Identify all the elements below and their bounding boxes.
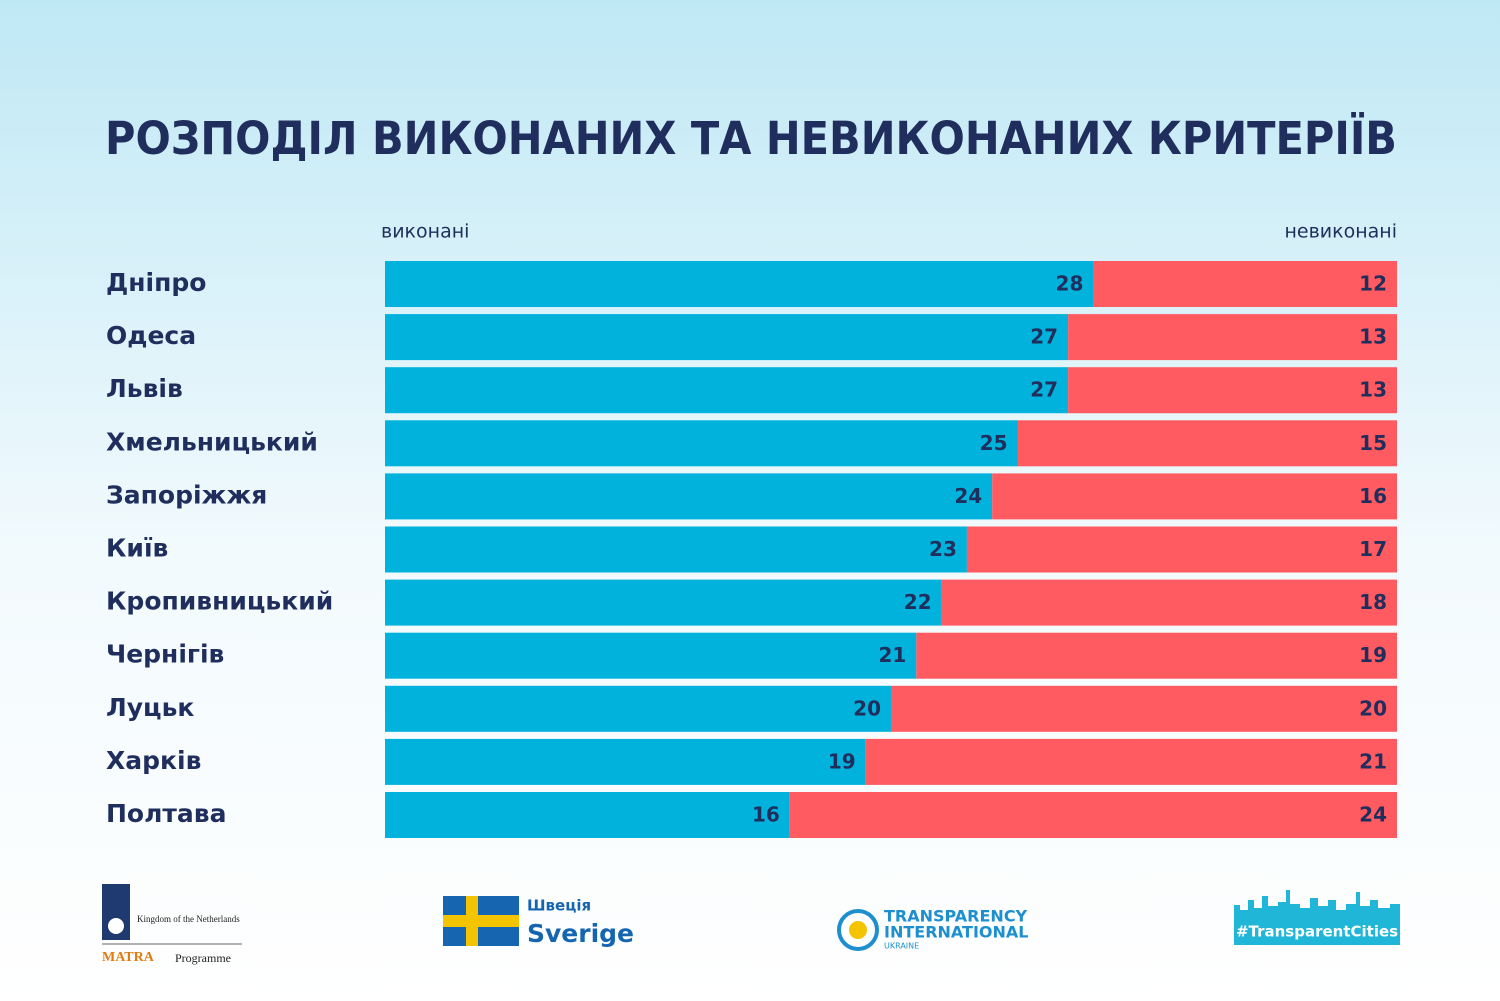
y-tick-label: Кропивницький [106,587,333,616]
bar-segment [966,526,1397,573]
value-label: 12 [1359,272,1387,296]
bar-segment [789,792,1397,838]
value-label: 20 [1359,696,1387,720]
bar-segment [385,314,1069,361]
logo-text: UKRAINE [884,942,919,951]
value-label: 24 [954,484,982,508]
logo-text: Kingdom of the Netherlands [137,914,240,924]
bar-segment [916,632,1397,679]
logo-text: Sverige [527,919,634,948]
legend-label: невиконані [1284,221,1397,243]
bar-segment [865,738,1397,785]
logo-sweden: Швеція Sverige [443,896,634,948]
logo-shape [849,921,867,939]
logo-text: TRANSPARENCY [884,907,1028,926]
value-label: 27 [1030,325,1058,349]
value-label: 25 [980,431,1008,455]
skyline [1234,890,1400,918]
bar-segment [385,420,1018,467]
bar-segment [385,579,942,626]
y-tick-label: Луцьк [106,693,194,722]
y-tick-label: Полтава [106,799,226,828]
value-label: 28 [1056,272,1084,296]
y-tick-label: Запоріжжя [106,480,267,509]
y-tick-label: Дніпро [106,268,206,297]
y-tick-label: Хмельницький [106,427,318,456]
bar-segment [1068,367,1397,414]
bar-segment [385,685,891,732]
bar-segment [992,473,1397,520]
bar-segment [385,526,967,573]
logo-netherlands: Kingdom of the Netherlands MATRA Program… [102,884,242,965]
value-label: 18 [1359,590,1387,614]
bar-segment [385,632,917,679]
value-label: 24 [1359,803,1387,827]
flag [443,915,519,927]
value-label: 19 [1359,643,1387,667]
bar-segment [941,579,1397,626]
bar-segment [385,261,1094,307]
bar-segment [1093,261,1397,307]
value-label: 16 [752,803,780,827]
value-label: 15 [1359,431,1387,455]
bar-segment [1068,314,1397,361]
y-tick-label: Харків [106,746,201,775]
logo-box [1234,918,1400,945]
chart-title: РОЗПОДІЛ ВИКОНАНИХ ТА НЕВИКОНАНИХ КРИТЕР… [105,112,1397,165]
y-tick-label: Львів [106,374,183,403]
value-label: 19 [828,749,856,773]
value-label: 22 [904,590,932,614]
y-tick-label: Чернігів [106,640,224,669]
value-label: 13 [1359,325,1387,349]
value-label: 23 [929,537,957,561]
value-label: 13 [1359,378,1387,402]
logo-transparency: TRANSPARENCY INTERNATIONAL UKRAINE [837,907,1028,951]
bar-segment [385,367,1069,414]
value-label: 17 [1359,537,1387,561]
value-label: 21 [1359,749,1387,773]
logo-text: #TransparentCities [1236,923,1398,941]
logo-shape [837,909,879,951]
bar-segment [385,738,866,785]
value-label: 16 [1359,484,1387,508]
y-tick-label: Київ [106,534,168,563]
bar-segment [1017,420,1397,467]
bar-segment [385,473,993,520]
bar-segment [385,792,790,838]
value-label: 20 [853,696,881,720]
value-label: 27 [1030,378,1058,402]
legend-label: виконані [381,221,469,243]
logo-text: Швеція [527,897,591,915]
bar-segment [891,685,1397,732]
y-tick-label: Одеса [106,321,196,350]
logo-text: Programme [175,951,231,965]
value-label: 21 [878,643,906,667]
logo-text: MATRA [102,950,155,965]
logo-shape [108,918,124,934]
logo-text: INTERNATIONAL [884,923,1028,942]
logo-transparent-cities: #TransparentCities [1234,890,1400,945]
